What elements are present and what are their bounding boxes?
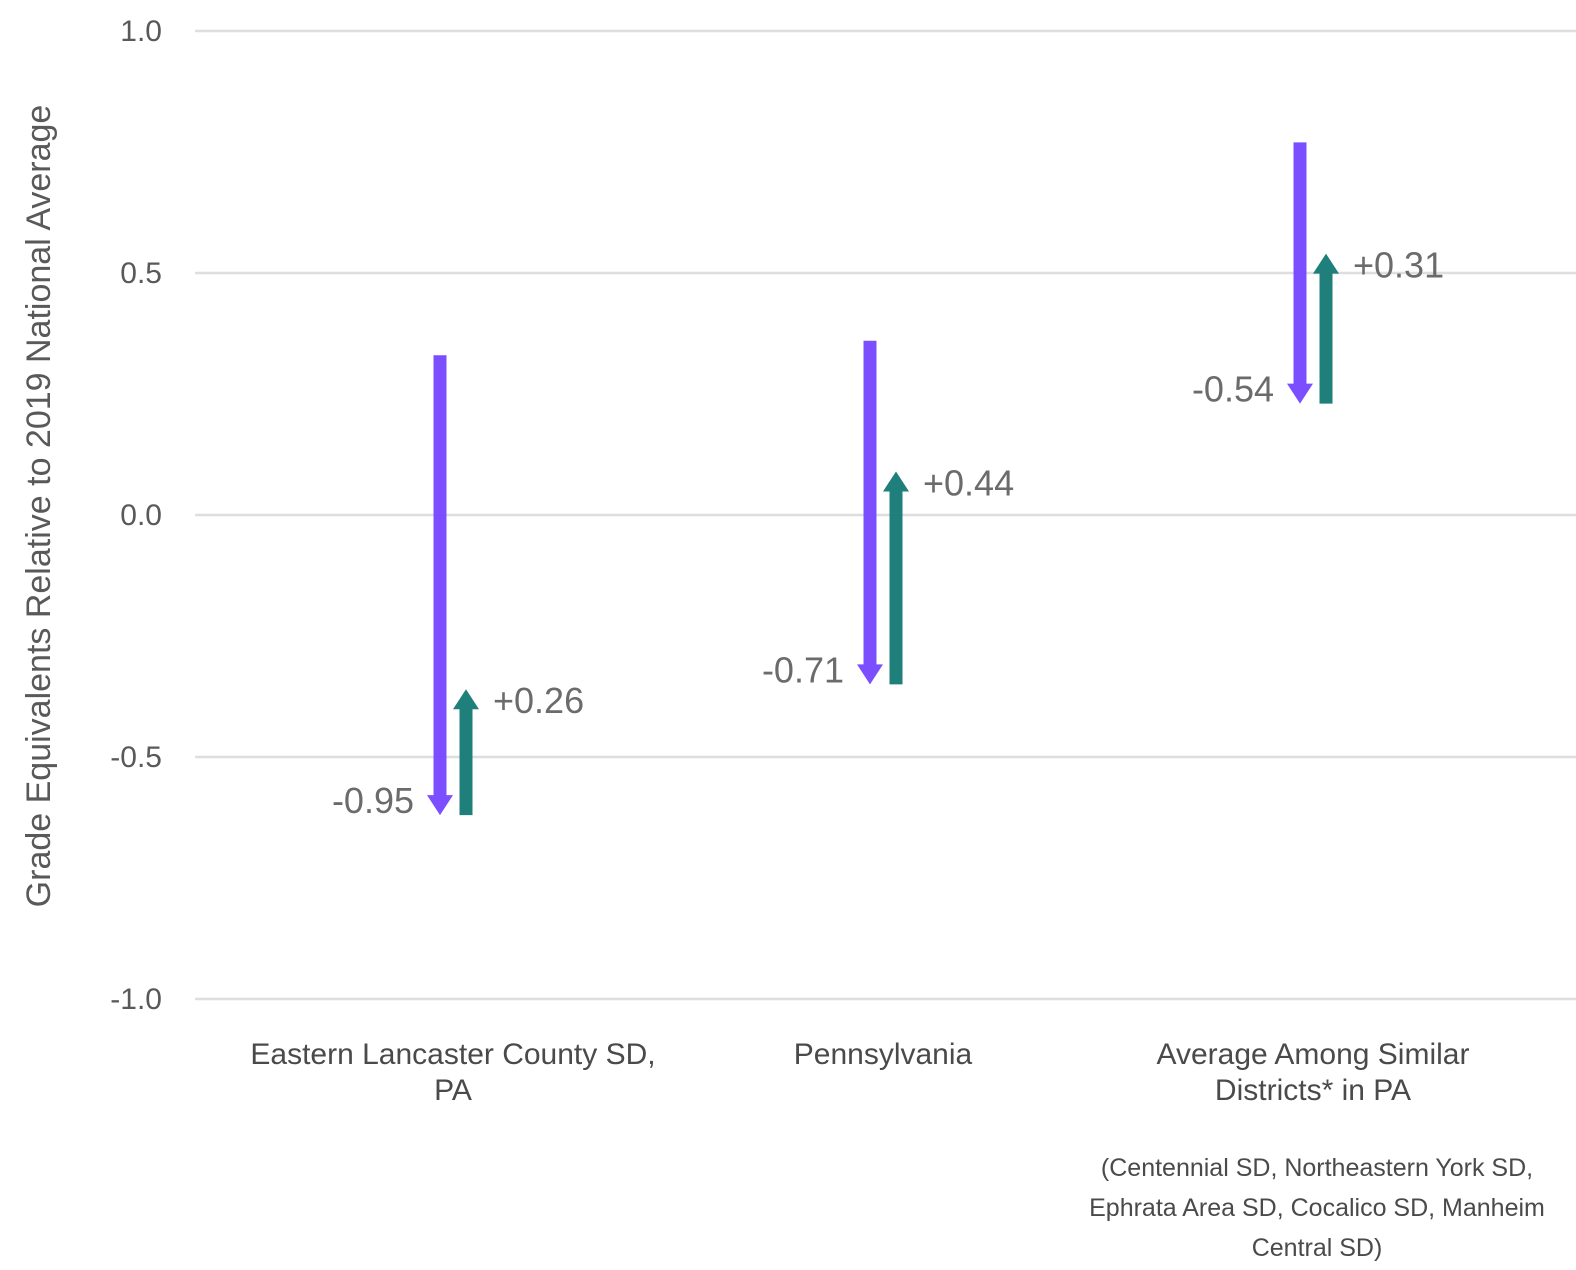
decline-value-label: -0.95 <box>332 780 414 821</box>
y-tick-label: 0.0 <box>120 499 162 532</box>
category-note: (Centennial SD, Northeastern York SD, <box>1101 1154 1533 1182</box>
y-tick-label: -0.5 <box>110 741 162 774</box>
y-tick-label: -1.0 <box>110 983 162 1016</box>
decline-value-label: -0.71 <box>762 649 844 690</box>
y-axis-title: Grade Equivalents Relative to 2019 Natio… <box>20 105 58 908</box>
y-tick-label: 1.0 <box>120 15 162 48</box>
recovery-arrow <box>1313 253 1339 404</box>
value-labels: -0.95 +0.26 -0.71 +0.44 -0.54 +0.31 <box>332 245 1444 821</box>
category-label: PA <box>434 1074 472 1107</box>
decline-arrow <box>857 340 883 685</box>
category-label: Average Among Similar <box>1157 1038 1470 1071</box>
recovery-value-label: +0.44 <box>923 462 1014 503</box>
category-label: Eastern Lancaster County SD, <box>250 1038 655 1071</box>
recovery-arrow <box>453 689 479 816</box>
category-note: Central SD) <box>1252 1234 1383 1262</box>
category-labels: Eastern Lancaster County SD,PA Pennsylvan… <box>250 1038 1544 1262</box>
category-label: Districts* in PA <box>1215 1074 1411 1107</box>
decline-arrow <box>1287 142 1313 404</box>
category-note: Ephrata Area SD, Cocalico SD, Manheim <box>1089 1194 1545 1222</box>
recovery-arrow <box>883 471 909 685</box>
gridlines <box>195 29 1576 1001</box>
decline-arrow <box>427 355 453 816</box>
recovery-value-label: +0.26 <box>493 680 584 721</box>
arrows <box>427 142 1339 816</box>
recovery-value-label: +0.31 <box>1353 245 1444 286</box>
y-tick-labels: 1.0 0.5 0.0 -0.5 -1.0 <box>110 15 162 1016</box>
decline-value-label: -0.54 <box>1192 369 1274 410</box>
category-label: Pennsylvania <box>794 1038 973 1071</box>
y-tick-label: 0.5 <box>120 257 162 290</box>
